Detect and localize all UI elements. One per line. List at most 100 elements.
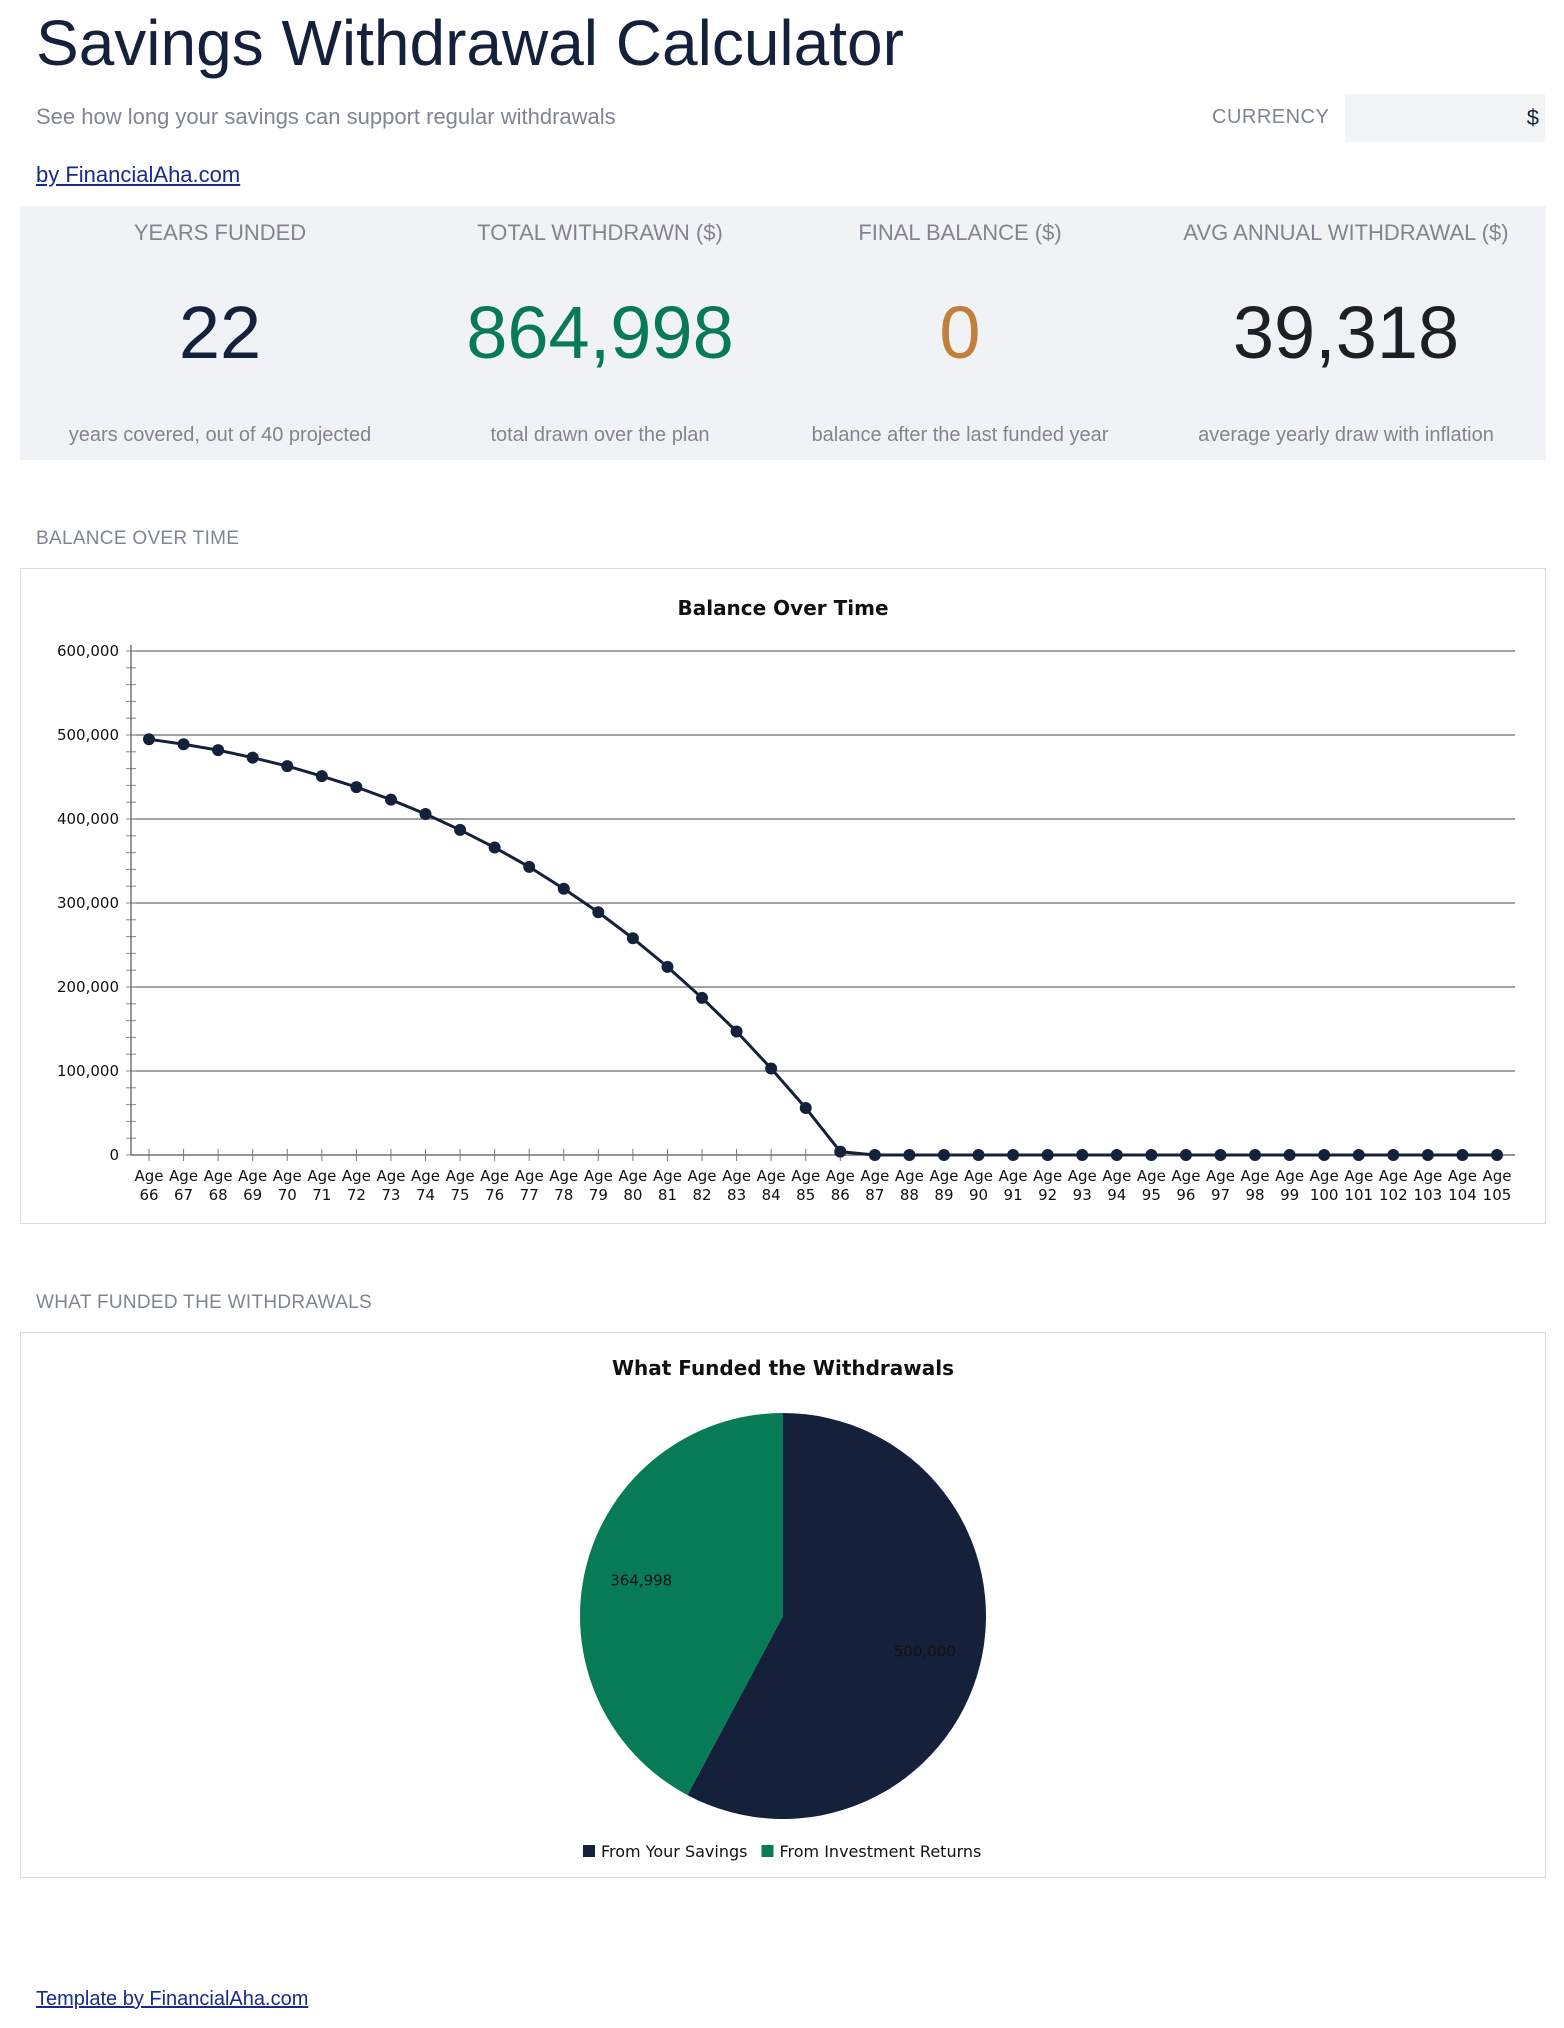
x-tick-label: 100	[1310, 1186, 1339, 1204]
x-tick-label: Age	[134, 1167, 163, 1185]
x-tick-label: Age	[376, 1167, 405, 1185]
currency-label: CURRENCY	[1212, 106, 1330, 128]
x-tick-label: Age	[1379, 1167, 1408, 1185]
section-title-balance: BALANCE OVER TIME	[36, 528, 240, 549]
x-tick-label: 86	[831, 1186, 850, 1204]
x-tick-label: Age	[722, 1167, 751, 1185]
x-tick-label: 85	[796, 1186, 815, 1204]
data-point	[592, 906, 605, 919]
funding-chart-card: What Funded the Withdrawals 500,000 364,99…	[20, 1332, 1546, 1878]
y-tick-label: 400,000	[57, 810, 119, 828]
currency-input[interactable]	[1345, 94, 1545, 142]
data-point	[419, 807, 432, 820]
kpi-value: 0	[939, 291, 981, 374]
data-point	[350, 781, 363, 794]
x-tick-label: Age	[1448, 1167, 1477, 1185]
x-tick-label: Age	[238, 1167, 267, 1185]
x-tick-label: Age	[1482, 1167, 1511, 1185]
x-tick-label: 103	[1414, 1186, 1443, 1204]
x-tick-label: 104	[1448, 1186, 1477, 1204]
kpi-label: FINAL BALANCE ($)	[858, 220, 1062, 245]
data-point	[1421, 1149, 1434, 1161]
x-tick-label: 101	[1344, 1186, 1373, 1204]
x-tick-label: 93	[1073, 1186, 1092, 1204]
data-point	[765, 1062, 778, 1075]
x-tick-label: Age	[515, 1167, 544, 1185]
data-point	[1179, 1149, 1192, 1161]
x-tick-label: 72	[347, 1186, 366, 1204]
kpi-years-funded: YEARS FUNDED 22 years covered, out of 40…	[20, 206, 420, 460]
data-point	[1214, 1149, 1227, 1161]
y-tick-label: 200,000	[57, 978, 119, 996]
x-tick-label: Age	[964, 1167, 993, 1185]
x-tick-label: 84	[762, 1186, 781, 1204]
data-point	[523, 860, 536, 873]
y-tick-label: 300,000	[57, 894, 119, 912]
x-tick-label: Age	[549, 1167, 578, 1185]
data-point	[315, 770, 328, 783]
footer-template-link[interactable]: Template by FinancialAha.com	[36, 1988, 309, 2010]
x-tick-label: 90	[969, 1186, 988, 1204]
x-tick-label: 105	[1483, 1186, 1512, 1204]
data-point	[384, 793, 397, 806]
data-point	[799, 1101, 812, 1114]
x-tick-label: Age	[411, 1167, 440, 1185]
series-line	[148, 737, 1497, 1157]
data-point	[1456, 1149, 1469, 1161]
x-tick-label: 99	[1280, 1186, 1299, 1204]
x-tick-label: Age	[446, 1167, 475, 1185]
x-tick-label: 75	[451, 1186, 470, 1204]
data-point	[1110, 1149, 1123, 1161]
kpi-final-balance: FINAL BALANCE ($) 0 balance after the la…	[760, 206, 1160, 460]
x-tick-label: 92	[1038, 1186, 1057, 1204]
byline-link[interactable]: by FinancialAha.com	[36, 162, 241, 187]
kpi-avg-withdrawal: AVG ANNUAL WITHDRAWAL ($) 39,318 average…	[1146, 206, 1546, 460]
kpi-value: 22	[178, 291, 262, 374]
x-tick-label: Age	[307, 1167, 336, 1185]
legend-swatch	[761, 1845, 774, 1857]
kpi-value: 864,998	[466, 291, 734, 374]
x-tick-label: Age	[1344, 1167, 1373, 1185]
x-tick-label: Age	[1102, 1167, 1131, 1185]
kpi-note: average yearly draw with inflation	[1198, 424, 1494, 446]
x-tick-label: Age	[480, 1167, 509, 1185]
x-tick-label: Age	[791, 1167, 820, 1185]
y-tick-label: 0	[109, 1146, 119, 1164]
data-point	[661, 960, 674, 973]
x-tick-label: Age	[1137, 1167, 1166, 1185]
x-tick-label: Age	[860, 1167, 889, 1185]
y-tick-label: 100,000	[57, 1062, 119, 1080]
x-tick-label: Age	[688, 1167, 717, 1185]
x-tick-label: 80	[623, 1186, 642, 1204]
x-tick-label: Age	[757, 1167, 786, 1185]
x-tick-label: 67	[174, 1186, 193, 1204]
y-tick-label: 500,000	[57, 726, 119, 744]
data-point	[972, 1149, 985, 1161]
page-title: Savings Withdrawal Calculator	[36, 7, 904, 79]
data-point	[177, 738, 190, 751]
pie-slice	[580, 1413, 783, 1796]
y-tick-label: 600,000	[57, 642, 119, 660]
x-tick-label: 77	[520, 1186, 539, 1204]
data-point	[1318, 1149, 1331, 1161]
funding-pie-chart: What Funded the Withdrawals 500,000 364,99…	[580, 1356, 987, 1861]
data-point	[730, 1025, 743, 1038]
kpi-total-withdrawn: TOTAL WITHDRAWN ($) 864,998 total drawn …	[400, 206, 800, 460]
x-tick-label: 74	[416, 1186, 435, 1204]
pie-value-label: 500,000	[894, 1642, 956, 1660]
data-point	[281, 760, 294, 773]
x-tick-label: Age	[999, 1167, 1028, 1185]
kpi-label: AVG ANNUAL WITHDRAWAL ($)	[1183, 220, 1509, 245]
x-tick-label: Age	[1413, 1167, 1442, 1185]
x-tick-label: Age	[618, 1167, 647, 1185]
x-tick-label: Age	[204, 1167, 233, 1185]
pie-value-label: 364,998	[610, 1572, 672, 1590]
data-point	[834, 1145, 847, 1158]
x-tick-label: 73	[381, 1186, 400, 1204]
data-point	[1041, 1149, 1054, 1161]
x-tick-label: 95	[1142, 1186, 1161, 1204]
x-tick-label: 102	[1379, 1186, 1408, 1204]
kpi-label: YEARS FUNDED	[133, 220, 307, 245]
balance-chart-card: Balance Over Time 0 100,000 200,000 300,000 4…	[20, 568, 1546, 1224]
data-point	[1491, 1149, 1503, 1161]
